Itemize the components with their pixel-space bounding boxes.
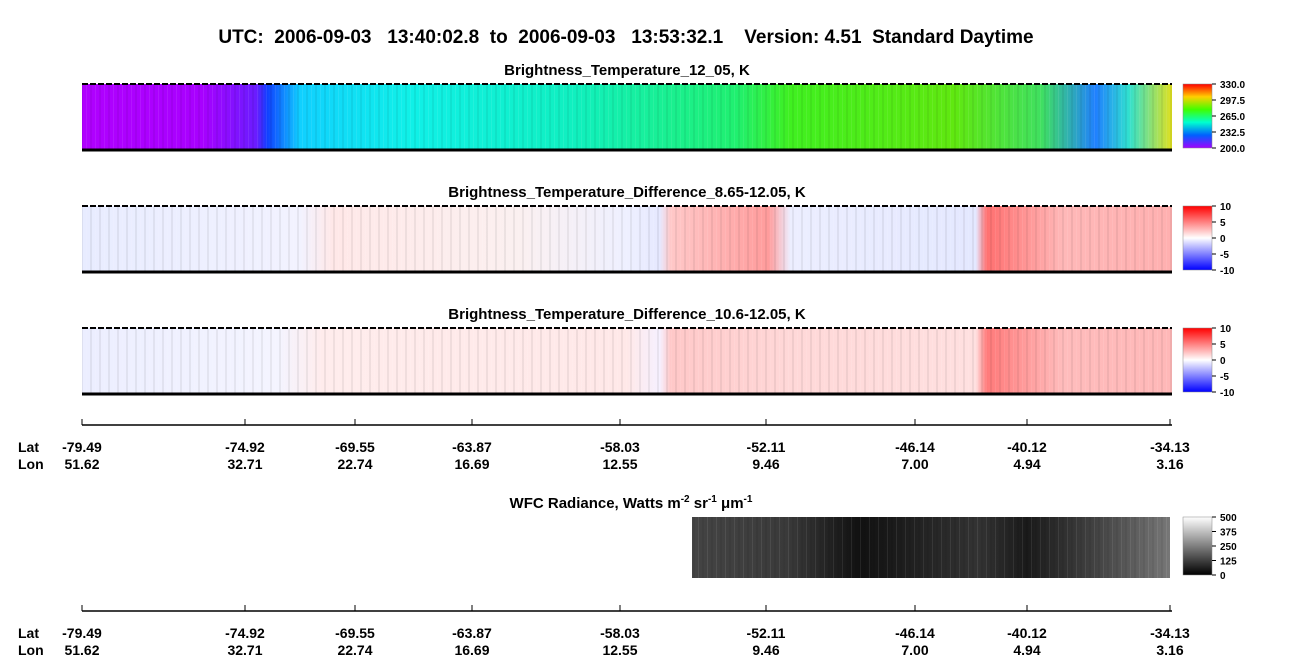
lon-label: 9.46: [752, 456, 779, 472]
colorbar: [1182, 327, 1213, 393]
superscript: -1: [708, 494, 717, 505]
axis-label: Lon: [18, 642, 44, 658]
colorbar: [1182, 205, 1213, 271]
lon-label: 51.62: [64, 642, 99, 658]
colorbar-label: 375: [1220, 528, 1237, 539]
lon-label: 3.16: [1156, 456, 1183, 472]
panel-texture: [82, 328, 1172, 394]
colorbar-label: 200.0: [1220, 144, 1245, 155]
colorbar-label: -10: [1220, 266, 1235, 277]
lat-label: -69.55: [335, 439, 375, 455]
lon-label: 3.16: [1156, 642, 1183, 658]
axis-label: Lon: [18, 456, 44, 472]
colorbar-label: 0: [1220, 356, 1226, 367]
lat-label: -34.13: [1150, 439, 1190, 455]
lon-label: 16.69: [454, 456, 489, 472]
colorbar: [1182, 516, 1213, 576]
lat-label: -79.49: [62, 439, 102, 455]
colorbar-label: 5: [1220, 218, 1226, 229]
colorbar-label: 297.5: [1220, 96, 1245, 107]
colorbar-label: 10: [1220, 324, 1232, 335]
lat-label: -74.92: [225, 625, 265, 641]
lat-label: -69.55: [335, 625, 375, 641]
wfc-texture: [692, 517, 1170, 578]
lat-label: -74.92: [225, 439, 265, 455]
superscript: -2: [681, 494, 690, 505]
lon-label: 12.55: [602, 456, 637, 472]
lat-label: -46.14: [895, 439, 935, 455]
lat-label: -79.49: [62, 625, 102, 641]
wfc-title: WFC Radiance, Watts m-2 sr-1 μm-1: [510, 494, 753, 512]
lon-label: 22.74: [337, 456, 372, 472]
colorbar-label: -5: [1220, 250, 1229, 261]
lat-label: -52.11: [747, 439, 786, 455]
colorbar-label: 10: [1220, 202, 1232, 213]
colorbar-label: 232.5: [1220, 128, 1245, 139]
lat-label: -46.14: [895, 625, 935, 641]
axis-label: Lat: [18, 625, 39, 641]
superscript: -1: [744, 494, 753, 505]
page-title: UTC: 2006-09-03 13:40:02.8 to 2006-09-03…: [218, 27, 1033, 48]
lon-label: 51.62: [64, 456, 99, 472]
lat-label: -58.03: [600, 625, 640, 641]
lat-label: -63.87: [452, 439, 492, 455]
lon-label: 7.00: [901, 456, 928, 472]
colorbar-label: 0: [1220, 234, 1226, 245]
panel-title: Brightness_Temperature_Difference_8.65-1…: [448, 184, 806, 201]
colorbar-label: 250: [1220, 542, 1237, 553]
colorbar-label: 265.0: [1220, 112, 1245, 123]
colorbar-label: 5: [1220, 340, 1226, 351]
lat-label: -40.12: [1007, 625, 1047, 641]
lon-label: 7.00: [901, 642, 928, 658]
colorbar-label: -5: [1220, 372, 1229, 383]
colorbar-label: 0: [1220, 571, 1226, 582]
lat-label: -34.13: [1150, 625, 1190, 641]
title-part: μm: [717, 495, 744, 512]
title-part: sr: [690, 495, 709, 512]
lon-label: 16.69: [454, 642, 489, 658]
lon-label: 4.94: [1013, 642, 1040, 658]
panel-title: Brightness_Temperature_12_05, K: [504, 62, 750, 79]
lon-label: 22.74: [337, 642, 372, 658]
colorbar-label: 330.0: [1220, 80, 1245, 91]
colorbar-label: 125: [1220, 557, 1237, 568]
lon-label: 32.71: [227, 456, 262, 472]
colorbar-label: -10: [1220, 388, 1235, 399]
lat-label: -63.87: [452, 625, 492, 641]
panel-texture: [82, 84, 1172, 150]
lon-label: 9.46: [752, 642, 779, 658]
lat-label: -58.03: [600, 439, 640, 455]
title-part: WFC Radiance, Watts m: [510, 495, 681, 512]
panel-title: Brightness_Temperature_Difference_10.6-1…: [448, 306, 806, 323]
lon-label: 32.71: [227, 642, 262, 658]
colorbar-label: 500: [1220, 513, 1237, 524]
panel-texture: [82, 206, 1172, 272]
lon-label: 12.55: [602, 642, 637, 658]
lat-label: -52.11: [747, 625, 786, 641]
lon-label: 4.94: [1013, 456, 1040, 472]
colorbar: [1182, 83, 1213, 149]
lat-label: -40.12: [1007, 439, 1047, 455]
axis-label: Lat: [18, 439, 39, 455]
